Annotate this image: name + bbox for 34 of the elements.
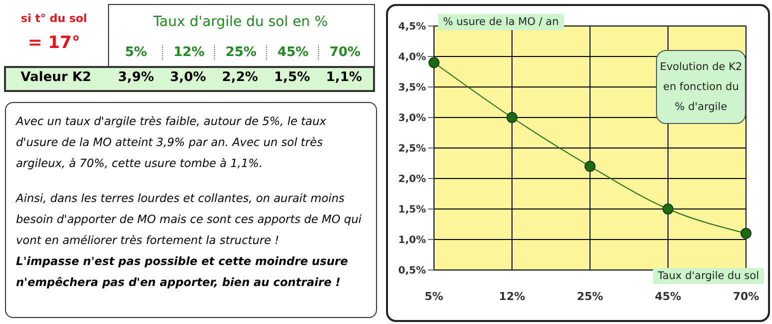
y-tick-label: 3,5%: [398, 82, 426, 94]
y-tick-label: 2,0%: [398, 174, 426, 186]
y-tick-label: 1,5%: [398, 204, 426, 216]
text: 1,5%: [272, 70, 312, 85]
text: L'impasse n'est pas possible et cette moindre usure n'empêchera pas d'en apporter, bien au contraire !: [16, 254, 349, 291]
x-tick-label: 25%: [576, 290, 604, 303]
category-label: 45%: [277, 45, 309, 60]
y-axis-title: % usure de la MO / an: [438, 14, 564, 30]
text: 3,0%: [168, 70, 208, 85]
category-label: 70%: [329, 45, 361, 60]
text: Evolution de K2 en fonction du % d'argile: [656, 50, 746, 124]
category-label: 5%: [124, 45, 148, 60]
text: Valeur K2: [20, 70, 92, 85]
text: Taux d'argile du sol en %: [152, 14, 329, 30]
x-tick-label: 70%: [732, 290, 760, 303]
x-tick-label: 5%: [424, 290, 444, 303]
y-tick-label: 4,5%: [398, 22, 426, 33]
text: Ainsi, dans les terres lourdes et collantes, on aurait moins besoin d'apporter de MO mais ce sont ces apports de MO qui vont en améliorer très fortement la structure !: [16, 191, 363, 249]
x-tick-label: 45%: [654, 290, 682, 303]
y-tick-label: 4,0%: [398, 52, 426, 64]
y-tick-label: 2,5%: [398, 144, 426, 155]
text: 3,9%: [116, 70, 156, 85]
y-tick-label: 1,0%: [398, 235, 426, 246]
text: 1,1%: [324, 70, 364, 85]
x-tick-label: 12%: [498, 290, 526, 303]
x-axis-title: Taux d'argile du sol: [652, 268, 764, 284]
y-tick-label: 3,0%: [398, 113, 426, 124]
text: = 17°: [26, 33, 82, 53]
text: si t° du sol: [20, 12, 88, 25]
y-tick-label: 0,5%: [398, 266, 426, 277]
category-label: 25%: [225, 45, 257, 60]
text: Avec un taux d'argile très faible, autour de 5%, le taux d'usure de la MO atteint 3,9% par an. Avec un sol très argileux, à 70%, cette usure tombe à 1,1%.: [16, 114, 328, 172]
category-label: 12%: [173, 45, 205, 60]
text: 2,2%: [220, 70, 260, 85]
